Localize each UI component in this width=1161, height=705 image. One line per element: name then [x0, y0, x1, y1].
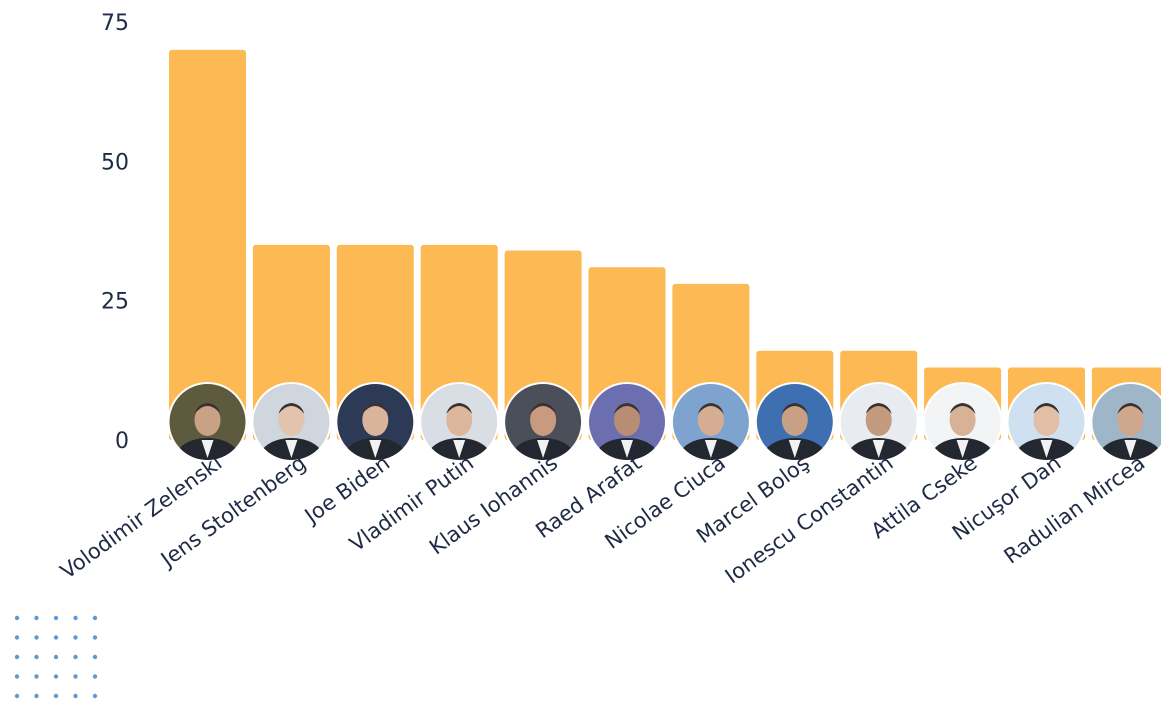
- avatar-photo: [167, 382, 248, 462]
- decor-dot: [34, 674, 39, 679]
- avatar-photo: [754, 382, 835, 462]
- bar: [169, 49, 246, 441]
- decor-dot: [73, 674, 78, 679]
- decor-dot: [34, 615, 39, 621]
- avatar-photo: [419, 382, 500, 462]
- decor-dot: [92, 654, 98, 660]
- decor-dot: [53, 635, 59, 640]
- decor-dot: [53, 674, 59, 679]
- decor-dot: [73, 615, 78, 621]
- decor-dot: [34, 693, 39, 699]
- avatar-photo: [335, 382, 416, 462]
- decor-dot: [14, 674, 20, 679]
- decor-dot: [73, 693, 78, 699]
- decor-dot: [34, 654, 39, 660]
- y-axis: 0 25 50 75: [101, 11, 129, 454]
- y-tick-label: 75: [101, 11, 129, 36]
- decor-dot: [14, 693, 20, 699]
- decor-dot: [73, 654, 78, 660]
- decor-dot: [53, 654, 59, 660]
- y-tick-label: 50: [101, 150, 129, 175]
- avatars: [167, 382, 1161, 462]
- y-tick-label: 0: [115, 429, 129, 454]
- avatar-photo: [251, 382, 332, 462]
- dot-grid-decoration: [14, 615, 98, 699]
- decor-dot: [92, 674, 98, 679]
- avatar-photo: [1006, 382, 1087, 462]
- decor-dot: [14, 635, 20, 640]
- avatar-photo: [922, 382, 1003, 462]
- category-label: Volodimir Zelenski: [56, 451, 227, 584]
- bars: [169, 49, 1161, 441]
- decor-dot: [53, 693, 59, 699]
- category-label: Jens Stoltenberg: [155, 451, 310, 573]
- decor-dot: [73, 635, 78, 640]
- decor-dot: [14, 615, 20, 621]
- avatar-photo: [587, 382, 667, 462]
- decor-dot: [92, 615, 98, 621]
- avatar-photo: [503, 382, 584, 462]
- decor-dot: [34, 635, 39, 640]
- decor-dot: [92, 635, 98, 640]
- decor-dot: [53, 615, 59, 621]
- decor-dot: [92, 693, 98, 699]
- category-label: Radulian Mircea: [1000, 451, 1150, 569]
- avatar-photo: [838, 382, 919, 462]
- avatar-photo: [670, 382, 751, 462]
- avatar-photo: [1090, 382, 1161, 462]
- decor-dot: [14, 654, 20, 660]
- y-tick-label: 25: [101, 290, 129, 315]
